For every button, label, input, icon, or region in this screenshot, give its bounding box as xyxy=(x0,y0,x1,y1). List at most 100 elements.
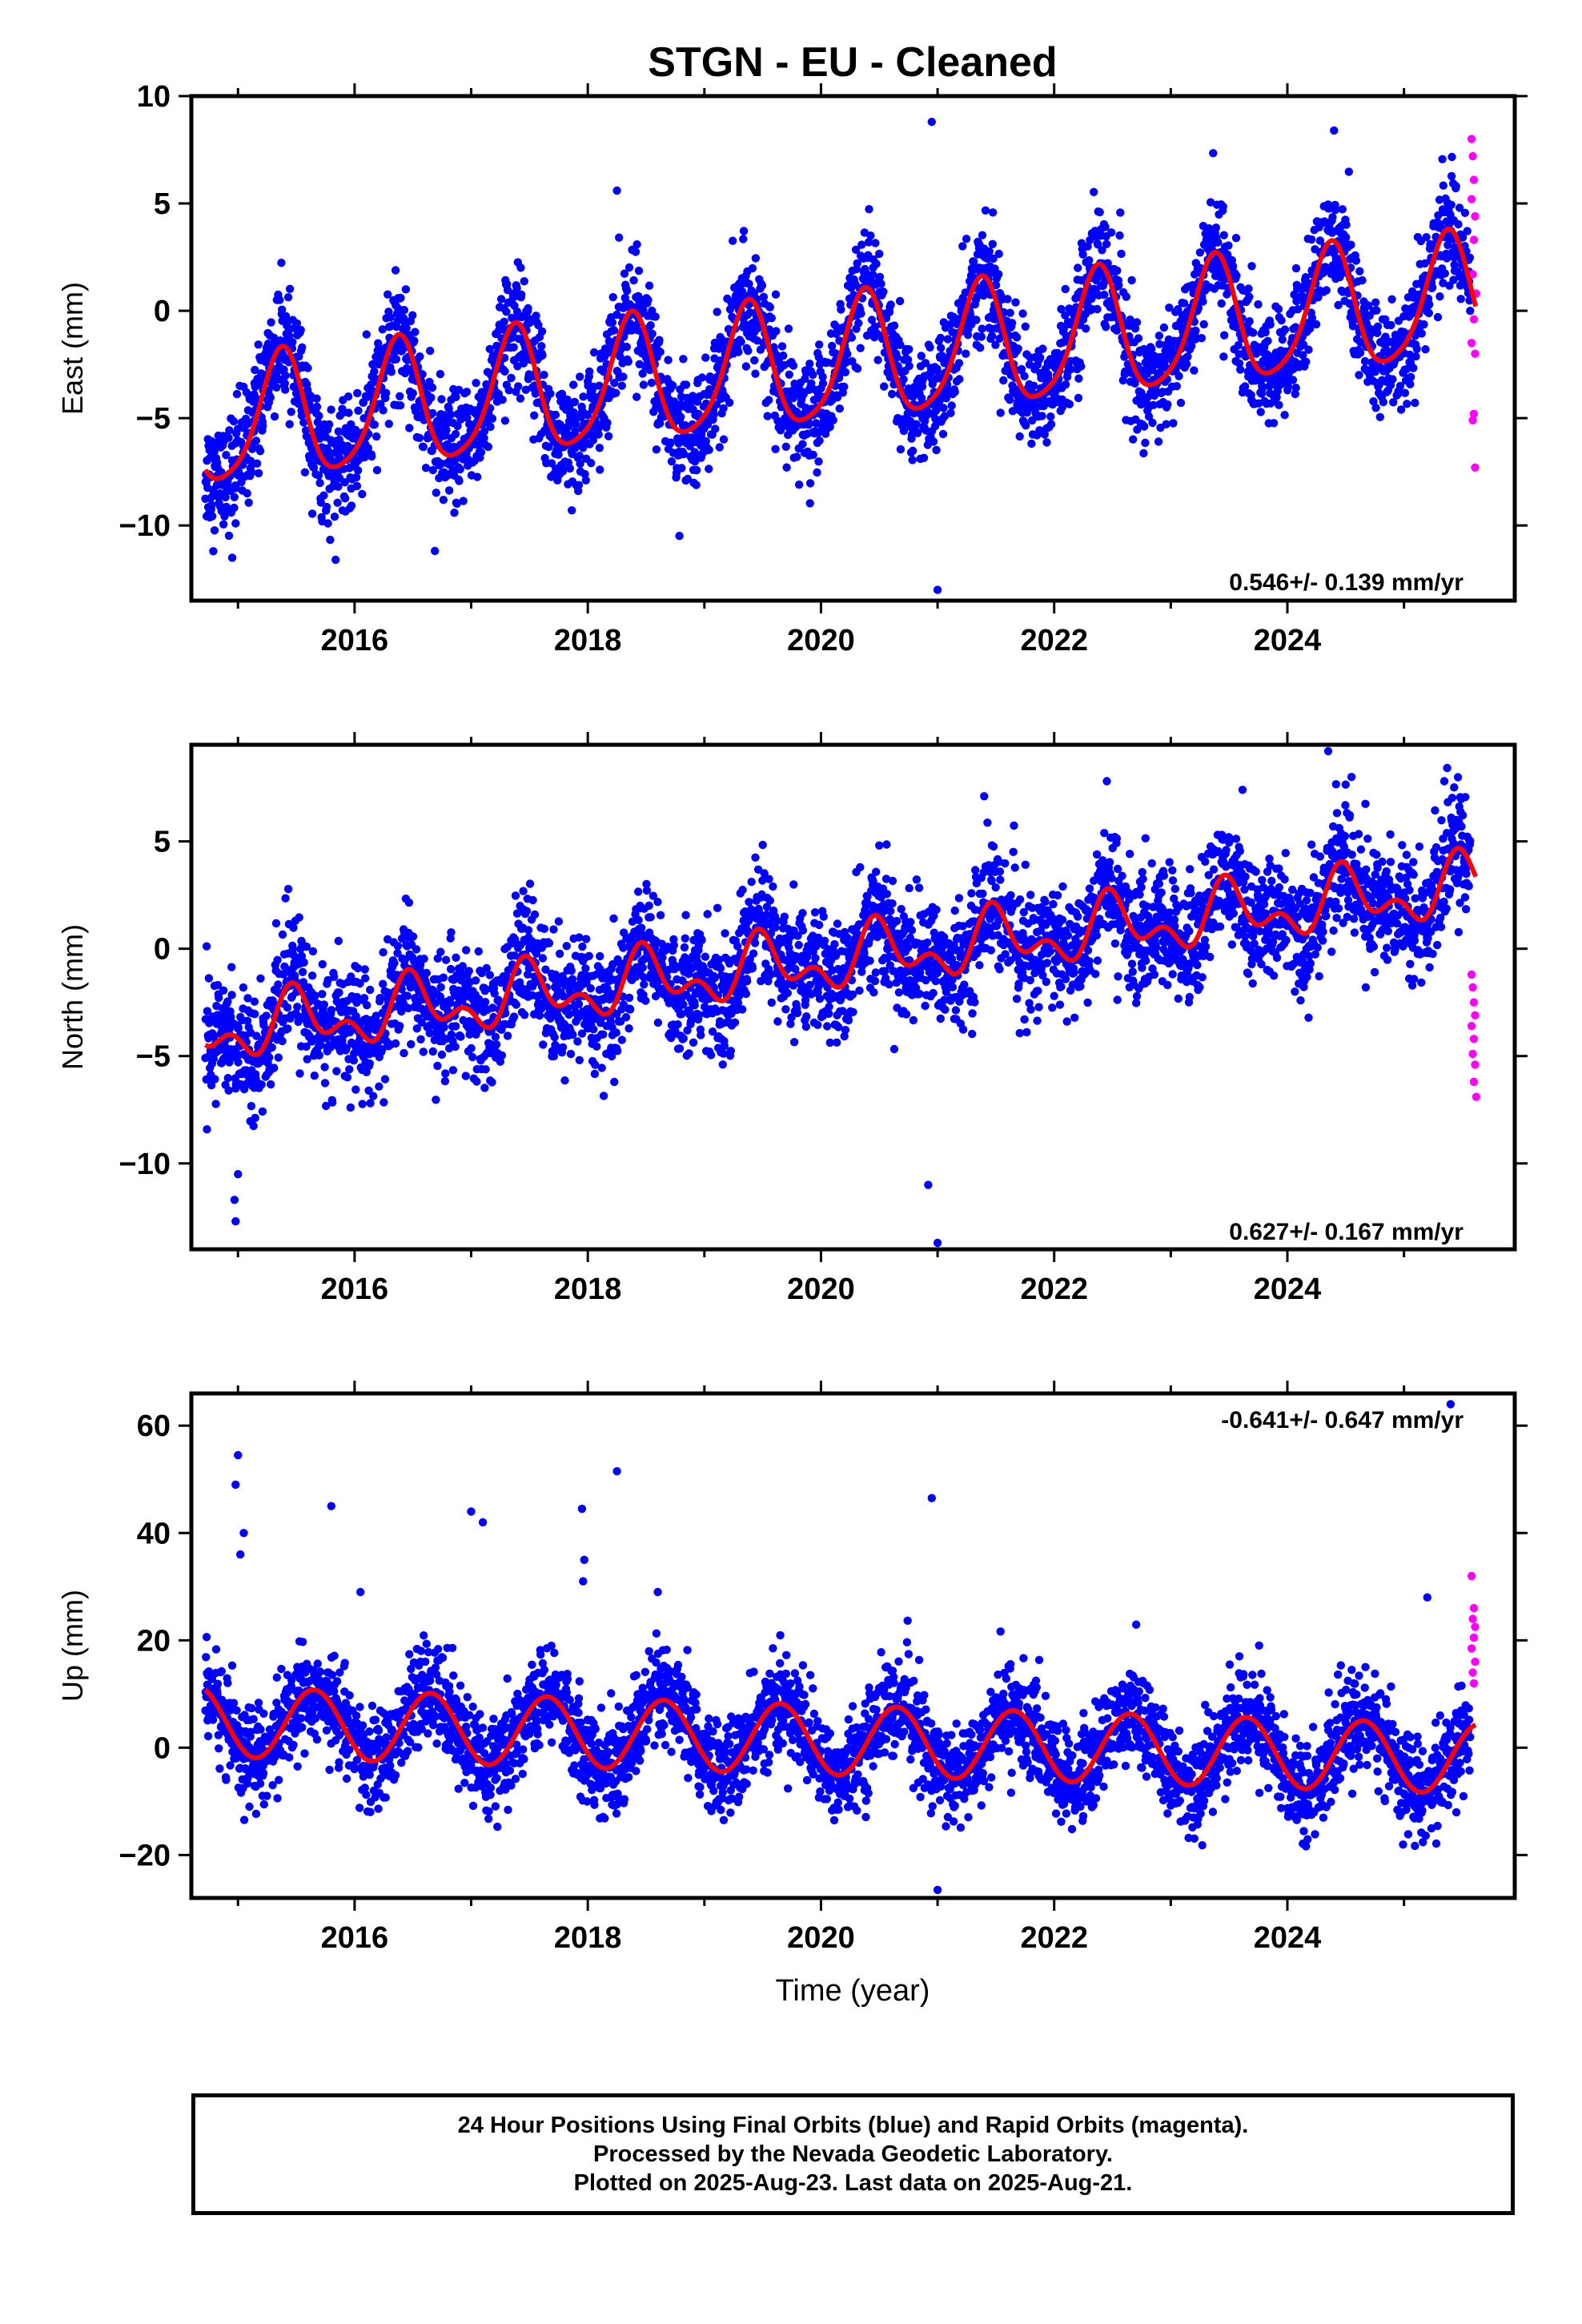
north-point xyxy=(243,1016,252,1026)
east-point xyxy=(632,240,641,249)
east-point xyxy=(1206,198,1215,207)
east-point xyxy=(748,263,757,273)
east-point xyxy=(889,321,899,330)
east-point xyxy=(805,479,815,488)
east-point xyxy=(575,451,584,460)
east-point xyxy=(378,325,387,334)
east-point xyxy=(558,467,568,476)
east-point xyxy=(652,403,661,412)
north-point xyxy=(274,980,283,989)
north-point xyxy=(289,923,298,932)
east-point xyxy=(570,397,579,407)
east-point xyxy=(1251,349,1261,358)
north-point xyxy=(224,1086,233,1095)
east-point xyxy=(679,355,688,364)
east-point xyxy=(1061,311,1070,320)
east-point xyxy=(644,296,652,304)
east-ytick-label: −5 xyxy=(136,402,171,436)
north-point xyxy=(283,1003,292,1012)
north-point xyxy=(549,925,558,934)
north-point xyxy=(446,999,455,1007)
north-point xyxy=(447,1030,456,1039)
north-point xyxy=(358,1100,367,1108)
east-point xyxy=(509,343,518,352)
east-point xyxy=(1439,279,1447,287)
north-point xyxy=(447,928,456,937)
east-point xyxy=(347,501,356,510)
east-point xyxy=(1293,305,1303,314)
north-point xyxy=(512,1000,520,1009)
east-point xyxy=(835,404,845,413)
north-point xyxy=(575,933,584,942)
east-point xyxy=(1046,420,1056,428)
east-ytick-label: 5 xyxy=(154,187,171,221)
east-point xyxy=(431,546,440,556)
east-point xyxy=(622,343,631,352)
north-point xyxy=(359,994,369,1003)
north-point xyxy=(334,936,343,946)
east-point xyxy=(524,304,532,313)
north-point xyxy=(307,971,317,980)
east-point xyxy=(763,412,772,420)
north-point xyxy=(496,1057,505,1066)
north-point xyxy=(408,932,418,941)
east-point xyxy=(600,352,609,361)
east-point xyxy=(405,424,414,432)
east-point xyxy=(224,433,233,442)
north-point xyxy=(490,989,499,998)
north-point xyxy=(202,942,211,951)
east-point xyxy=(771,444,780,453)
east-point xyxy=(500,317,508,326)
north-point xyxy=(562,942,571,951)
east-point xyxy=(325,420,334,429)
east-point xyxy=(1355,348,1365,357)
east-point xyxy=(571,427,580,436)
east-point xyxy=(313,418,322,427)
north-point xyxy=(267,1080,275,1089)
east-point xyxy=(1456,295,1465,304)
east-point xyxy=(287,408,295,416)
east-point xyxy=(623,286,632,296)
east-point xyxy=(669,381,677,390)
north-point xyxy=(574,999,584,1009)
east-point xyxy=(210,447,219,456)
east-point xyxy=(472,379,480,388)
east-point xyxy=(514,382,523,391)
east-point xyxy=(879,287,888,296)
east-point xyxy=(307,509,317,518)
east-point xyxy=(908,446,917,456)
east-point xyxy=(950,388,959,396)
north-point xyxy=(396,1022,404,1031)
east-point xyxy=(391,355,401,364)
east-point xyxy=(988,239,998,248)
north-point xyxy=(332,1067,341,1076)
east-point xyxy=(734,348,743,356)
east-rapid-point xyxy=(1471,463,1480,472)
east-point xyxy=(675,532,684,541)
east-point xyxy=(759,292,769,301)
north-point xyxy=(355,979,364,988)
east-point xyxy=(344,408,353,417)
east-point xyxy=(452,392,460,401)
north-point xyxy=(544,939,554,948)
east-point xyxy=(579,392,588,401)
east-xtick-label: 2020 xyxy=(787,624,855,657)
east-point xyxy=(961,288,970,297)
east-point xyxy=(828,341,837,351)
east-point xyxy=(932,445,941,455)
east-point xyxy=(985,247,994,256)
east-point xyxy=(624,357,632,366)
north-point xyxy=(488,1078,496,1087)
east-point xyxy=(520,277,528,286)
east-point xyxy=(354,406,363,415)
north-point xyxy=(566,1049,576,1059)
east-point xyxy=(1307,235,1316,244)
north-point xyxy=(550,1033,559,1042)
east-point xyxy=(1093,304,1102,314)
east-point xyxy=(1102,239,1111,248)
east-point xyxy=(1018,309,1027,318)
east-point xyxy=(299,418,308,427)
east-point xyxy=(873,356,882,364)
east-point xyxy=(1133,425,1142,434)
